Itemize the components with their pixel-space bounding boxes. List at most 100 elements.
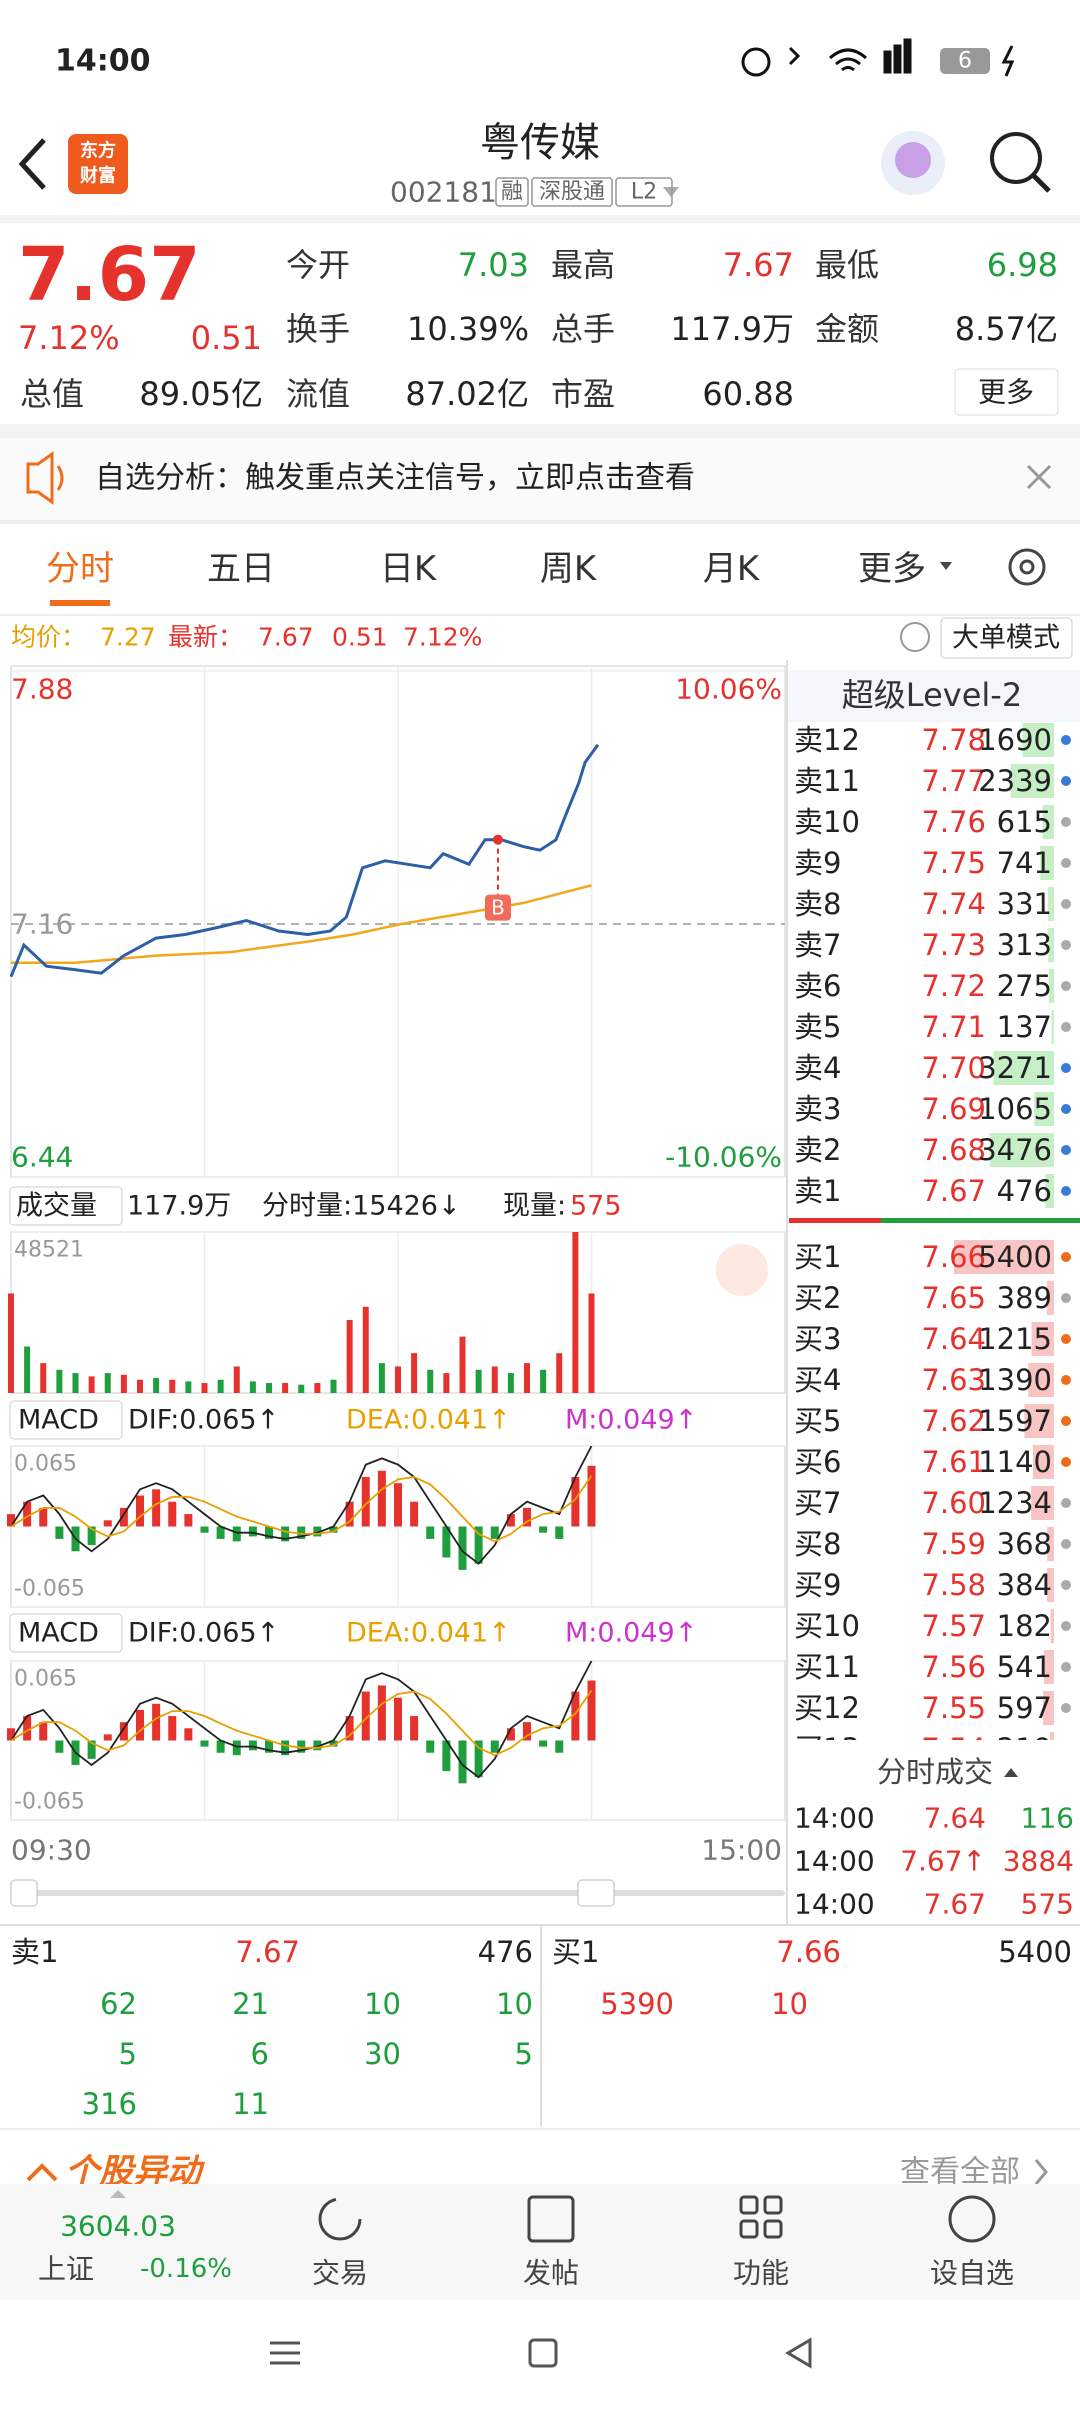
book-volume: 597 [997, 1691, 1052, 1725]
tab[interactable]: 周K [540, 549, 598, 589]
depth-bar [1048, 928, 1054, 962]
field-label: 金额 [815, 310, 879, 348]
more-button[interactable] [954, 368, 1059, 416]
detail-order: 30 [364, 2037, 401, 2071]
book-dot [1061, 1022, 1071, 1032]
book-dot [1061, 1293, 1071, 1303]
depth-bar [1047, 1527, 1054, 1561]
scroll-handle[interactable] [10, 1879, 38, 1907]
book-dot [1061, 1539, 1071, 1549]
logo-text: 财富 [80, 165, 116, 187]
y-tick-label: 0.065 [14, 1452, 77, 1477]
book-volume: 137 [997, 1010, 1052, 1044]
tab[interactable]: 更多 [858, 549, 926, 589]
detail-order: 316 [82, 2087, 137, 2121]
search-button[interactable] [990, 132, 1051, 193]
scroll-track [11, 1890, 785, 1896]
macd-bar [490, 1740, 499, 1753]
dif-line [10, 1445, 593, 1565]
m-label: M:0.049↑ [565, 1618, 697, 1649]
macd-selector[interactable] [9, 1613, 123, 1653]
menu-button[interactable] [270, 2341, 300, 2365]
big-order-mode-label[interactable]: 大单模式 [952, 623, 1060, 654]
tab[interactable]: 日K [380, 549, 438, 589]
nav-item[interactable]: 设自选 [930, 2257, 1014, 2290]
tab[interactable]: 五日 [207, 549, 275, 589]
trades-title[interactable]: 分时成交 [877, 1755, 993, 1789]
macd-bar [232, 1740, 241, 1756]
macd-bar [216, 1740, 225, 1753]
depth-bar [1049, 1732, 1054, 1740]
y-tick-label: -0.065 [14, 1790, 85, 1815]
nav-icon [527, 2195, 575, 2243]
book-volume: 5400 [978, 1240, 1052, 1274]
book-level: 卖10 [794, 805, 860, 839]
macd-bar [232, 1526, 241, 1542]
settings-button[interactable] [1008, 548, 1046, 586]
depth-bar [1051, 1010, 1054, 1044]
status-icons [741, 38, 1015, 77]
annotation-label: B [491, 896, 505, 920]
depth-bar [1045, 1174, 1054, 1208]
nav-item[interactable]: 发帖 [523, 2257, 579, 2290]
volume-selector[interactable] [9, 1186, 123, 1226]
book-volume: 476 [997, 1174, 1052, 1208]
big-order-mode[interactable] [940, 617, 1073, 659]
banner-text[interactable]: 自选分析：触发重点关注信号，立即点击查看 [95, 461, 695, 496]
system-nav [270, 2337, 812, 2369]
more-button-label[interactable]: 更多 [978, 376, 1034, 409]
macd-bar [345, 1501, 354, 1527]
field-label: 流值 [286, 375, 350, 413]
volume-bar [556, 1353, 563, 1393]
book-dot [1061, 1145, 1071, 1155]
book-price: 7.72 [921, 969, 986, 1003]
book-volume: 1234 [978, 1486, 1052, 1520]
volume-bar [314, 1383, 321, 1393]
macd-selector[interactable] [9, 1400, 123, 1440]
detail-order: 10 [771, 1987, 808, 2021]
depth-bar [1047, 887, 1054, 921]
book-level: 卖8 [794, 887, 841, 921]
book-price: 7.63 [921, 1363, 986, 1397]
macd-bar [265, 1526, 273, 1539]
book-price: 7.70 [921, 1051, 986, 1085]
macd-bar [200, 1740, 209, 1747]
nav-item[interactable]: 功能 [733, 2257, 789, 2290]
field-label: 最高 [551, 246, 615, 284]
depth-bar [1042, 1691, 1054, 1725]
divider [786, 660, 788, 1926]
macd-bar [55, 1740, 64, 1753]
tab[interactable]: 月K [703, 549, 761, 589]
back-nav-button[interactable] [785, 2337, 812, 2369]
home-button[interactable] [528, 2338, 558, 2368]
book-volume: 1065 [978, 1092, 1052, 1126]
volume-total: 117.9万 [127, 1191, 231, 1222]
scroll-handle[interactable] [577, 1879, 615, 1907]
book-level: 卖5 [794, 1010, 841, 1044]
macd-bar [442, 1526, 451, 1558]
macd-bar [23, 1716, 32, 1741]
index-value[interactable]: 3604.03 [60, 2210, 176, 2243]
macd-bar [442, 1740, 451, 1772]
book-price: 7.54 [921, 1732, 986, 1766]
section-link[interactable]: 查看全部 [900, 2155, 1020, 2190]
dropdown-caret [940, 562, 952, 570]
logo-text: 东方 [80, 140, 116, 162]
expand-button[interactable] [716, 1244, 768, 1296]
book-volume: 313 [997, 928, 1052, 962]
avg-label: 均价： [11, 623, 86, 652]
dif-label: DIF:0.065↑ [128, 1618, 279, 1649]
book-dot [1061, 735, 1071, 745]
nav-item[interactable]: 交易 [312, 2257, 368, 2290]
book-level: 买4 [794, 1363, 841, 1397]
volume-label: 成交量 [16, 1191, 97, 1222]
close-button[interactable] [1026, 464, 1052, 490]
tab[interactable]: 分时 [46, 549, 114, 589]
depth-bar [1046, 1281, 1054, 1315]
book-price: 7.78 [921, 723, 986, 757]
banner-bg[interactable] [0, 438, 1080, 520]
book-dot [1061, 1416, 1071, 1426]
book-volume: 1690 [978, 723, 1052, 757]
back-button[interactable] [18, 138, 46, 190]
